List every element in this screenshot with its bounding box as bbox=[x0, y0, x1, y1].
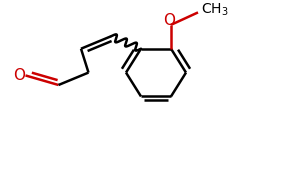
Text: O: O bbox=[164, 13, 175, 28]
Text: CH$_3$: CH$_3$ bbox=[201, 1, 228, 18]
Text: O: O bbox=[13, 68, 25, 83]
